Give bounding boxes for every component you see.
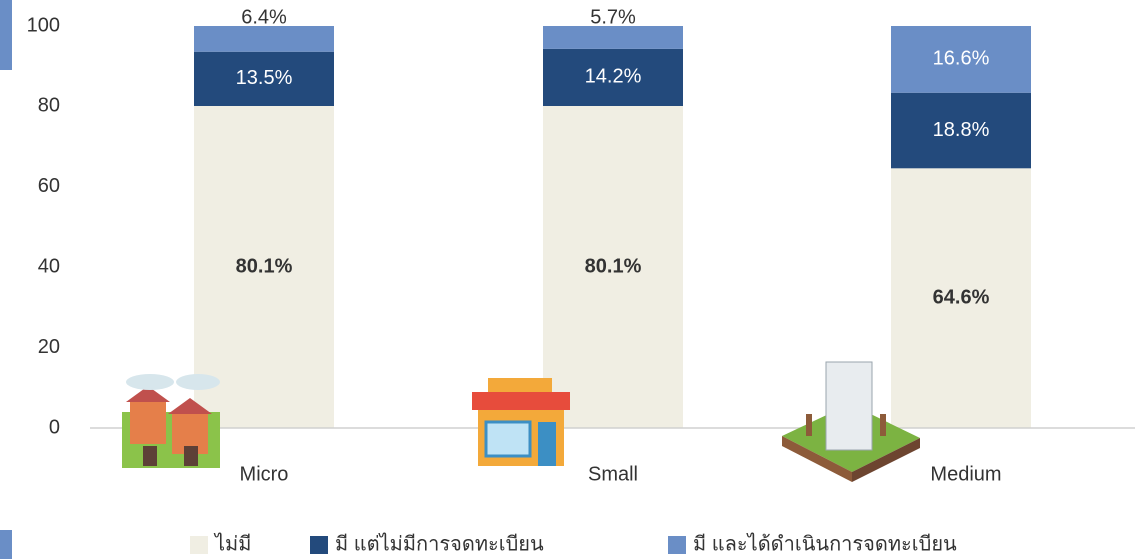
y-tick-label: 0	[49, 416, 60, 438]
value-label: 18.8%	[933, 119, 990, 141]
decor-block	[0, 0, 12, 70]
x-tick-label: Small	[588, 463, 638, 485]
y-tick-label: 20	[38, 336, 60, 358]
chart: 0 20 40 60 80 100 80.1% 13.5% 6.4% Micro 80.1% 14.2…	[0, 0, 1135, 559]
value-label: 14.2%	[585, 66, 642, 88]
y-tick-label: 80	[38, 95, 60, 117]
value-label: 80.1%	[585, 255, 642, 277]
x-tick-label: Medium	[930, 463, 1001, 485]
value-label: 5.7%	[590, 6, 636, 28]
legend-label: มี แต่ไม่มีการจดทะเบียน	[335, 532, 544, 555]
y-tick-label: 100	[27, 14, 60, 36]
legend-swatch	[190, 536, 208, 554]
value-label: 64.6%	[933, 286, 990, 308]
legend-swatch	[310, 536, 328, 554]
x-tick-label: Micro	[240, 463, 289, 485]
value-label: 6.4%	[241, 6, 287, 28]
legend-label: ไม่มี	[213, 532, 251, 555]
value-label: 16.6%	[933, 48, 990, 70]
bar-segment	[194, 26, 334, 52]
legend-label: มี และได้ดำเนินการจดทะเบียน	[693, 532, 957, 555]
bar-segment	[543, 26, 683, 49]
legend-swatch	[668, 536, 686, 554]
y-tick-label: 40	[38, 255, 60, 277]
decor-block	[0, 530, 12, 559]
micro-icon	[122, 374, 220, 468]
y-tick-label: 60	[38, 175, 60, 197]
value-label: 80.1%	[236, 255, 293, 277]
value-label: 13.5%	[236, 67, 293, 89]
